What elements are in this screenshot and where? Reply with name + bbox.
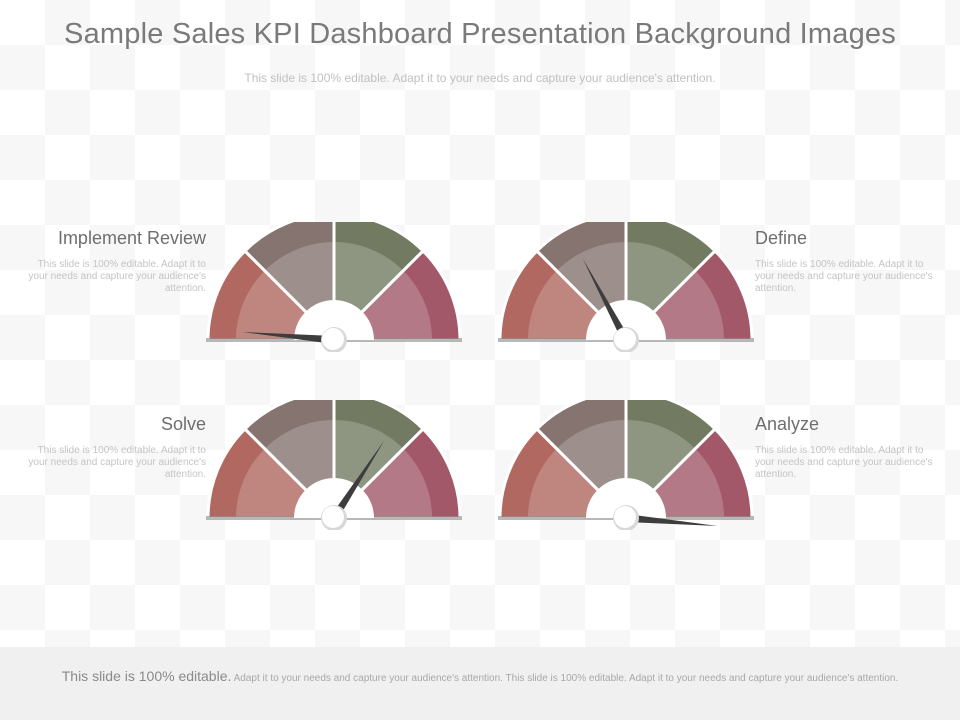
gauge-needle [582, 258, 630, 342]
gauge-heading: Analyze [755, 414, 820, 434]
gauge-solve [206, 400, 462, 530]
gauge-define [498, 222, 754, 352]
gauge-hub [613, 327, 639, 352]
gauge-hub-backdrop [586, 300, 666, 340]
gauge-description: This slide is 100% editable. Adapt it to… [755, 445, 933, 480]
gauge-heading: Define [755, 228, 808, 248]
footer-lead: This slide is 100% editable. [61, 668, 232, 684]
gauge-label-solve: Solve This slide is 100% editable. Adapt… [16, 414, 206, 481]
gauge-label-define: Define This slide is 100% editable. Adap… [755, 228, 945, 295]
gauge-svg [498, 222, 754, 352]
gauge-hub [613, 505, 639, 530]
page-title: Sample Sales KPI Dashboard Presentation … [64, 18, 896, 50]
footer-text: This slide is 100% editable. Adapt it to… [30, 669, 930, 686]
gauge-svg [206, 222, 462, 352]
gauge-svg [206, 400, 462, 530]
gauge-hub-backdrop [294, 300, 374, 340]
gauge-label-implement-review: Implement Review This slide is 100% edit… [16, 228, 206, 295]
gauge-heading: Solve [160, 414, 206, 434]
gauge-hub [321, 327, 347, 352]
gauge-heading: Implement Review [57, 228, 206, 248]
gauge-description: This slide is 100% editable. Adapt it to… [28, 259, 206, 294]
gauge-implement-review [206, 222, 462, 352]
gauge-hub [321, 505, 347, 530]
gauge-hub-backdrop [586, 478, 666, 518]
footer-body: Adapt it to your needs and capture your … [233, 673, 899, 684]
gauge-svg [498, 400, 754, 530]
gauge-description: This slide is 100% editable. Adapt it to… [28, 445, 206, 480]
page-subtitle: This slide is 100% editable. Adapt it to… [244, 71, 716, 85]
gauge-needle [625, 514, 718, 527]
gauge-needle [330, 440, 385, 521]
gauge-analyze [498, 400, 754, 530]
gauge-label-analyze: Analyze This slide is 100% editable. Ada… [755, 414, 945, 481]
gauge-description: This slide is 100% editable. Adapt it to… [755, 259, 933, 294]
gauge-needle [242, 331, 335, 344]
footer-bar: This slide is 100% editable. Adapt it to… [0, 647, 960, 720]
